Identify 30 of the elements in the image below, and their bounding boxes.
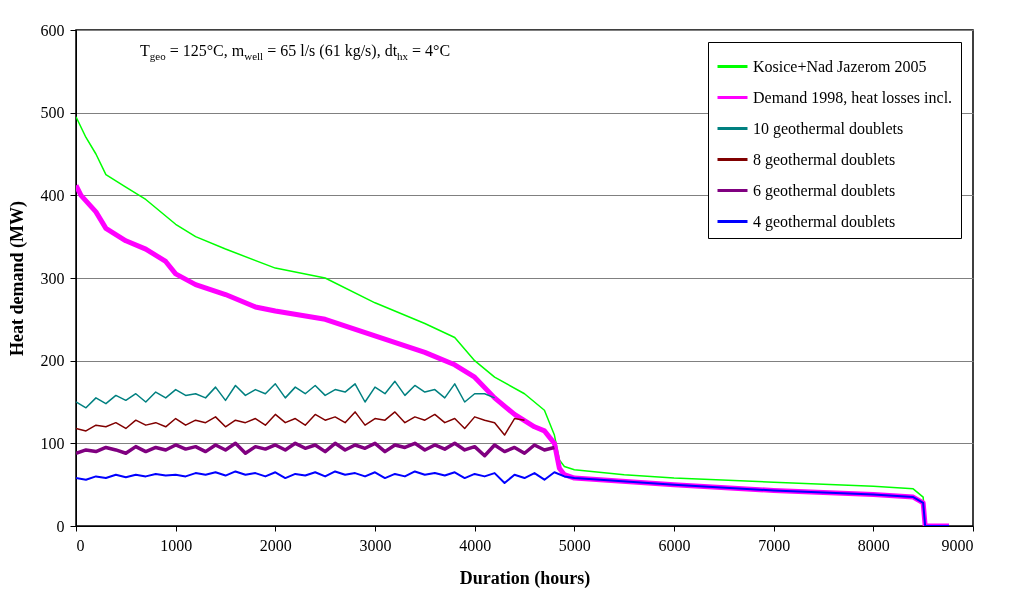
line-series (76, 441, 557, 458)
x-tick-label: 5000 (558, 536, 591, 554)
x-tick-label: 6000 (658, 536, 691, 554)
line-series (76, 411, 526, 436)
x-tick-label: 8000 (857, 536, 890, 554)
y-tick-label: 500 (40, 104, 65, 122)
x-tick-label: 2000 (259, 536, 292, 554)
y-tick-label: 200 (40, 352, 65, 370)
x-tick-label: 9000 (941, 536, 974, 554)
legend-label: 6 geothermal doublets (753, 181, 896, 200)
y-tick-label: 400 (40, 186, 65, 204)
x-tick-label: 3000 (359, 536, 392, 554)
legend-label: 4 geothermal doublets (753, 212, 896, 231)
x-tick-label: 7000 (758, 536, 791, 554)
x-tick-label: 0 (76, 536, 85, 554)
line-series (76, 470, 951, 526)
legend-label: 8 geothermal doublets (753, 150, 896, 169)
y-axis-title: Heat demand (MW) (6, 201, 28, 356)
line-series (76, 380, 496, 409)
annotation: T$_{geo}$ = 125°C, m$_{well}$ = 65 l/s (61 kg/s), dt$_{hx}$ = 4°C (140, 42, 451, 63)
y-tick-label: 600 (40, 21, 65, 39)
x-tick-label: 4000 (459, 536, 492, 554)
legend-label: Kosice+Nad Jazerom 2005 (753, 57, 927, 75)
x-tick-label: 1000 (160, 536, 193, 554)
x-axis-title: Duration (hours) (459, 567, 591, 589)
y-tick-label: 300 (40, 269, 65, 287)
y-tick-label: 100 (40, 434, 65, 452)
legend-label: 10 geothermal doublets (753, 119, 904, 138)
legend-label: Demand 1998, heat losses incl. (753, 88, 953, 106)
y-tick-label: 0 (56, 517, 65, 535)
